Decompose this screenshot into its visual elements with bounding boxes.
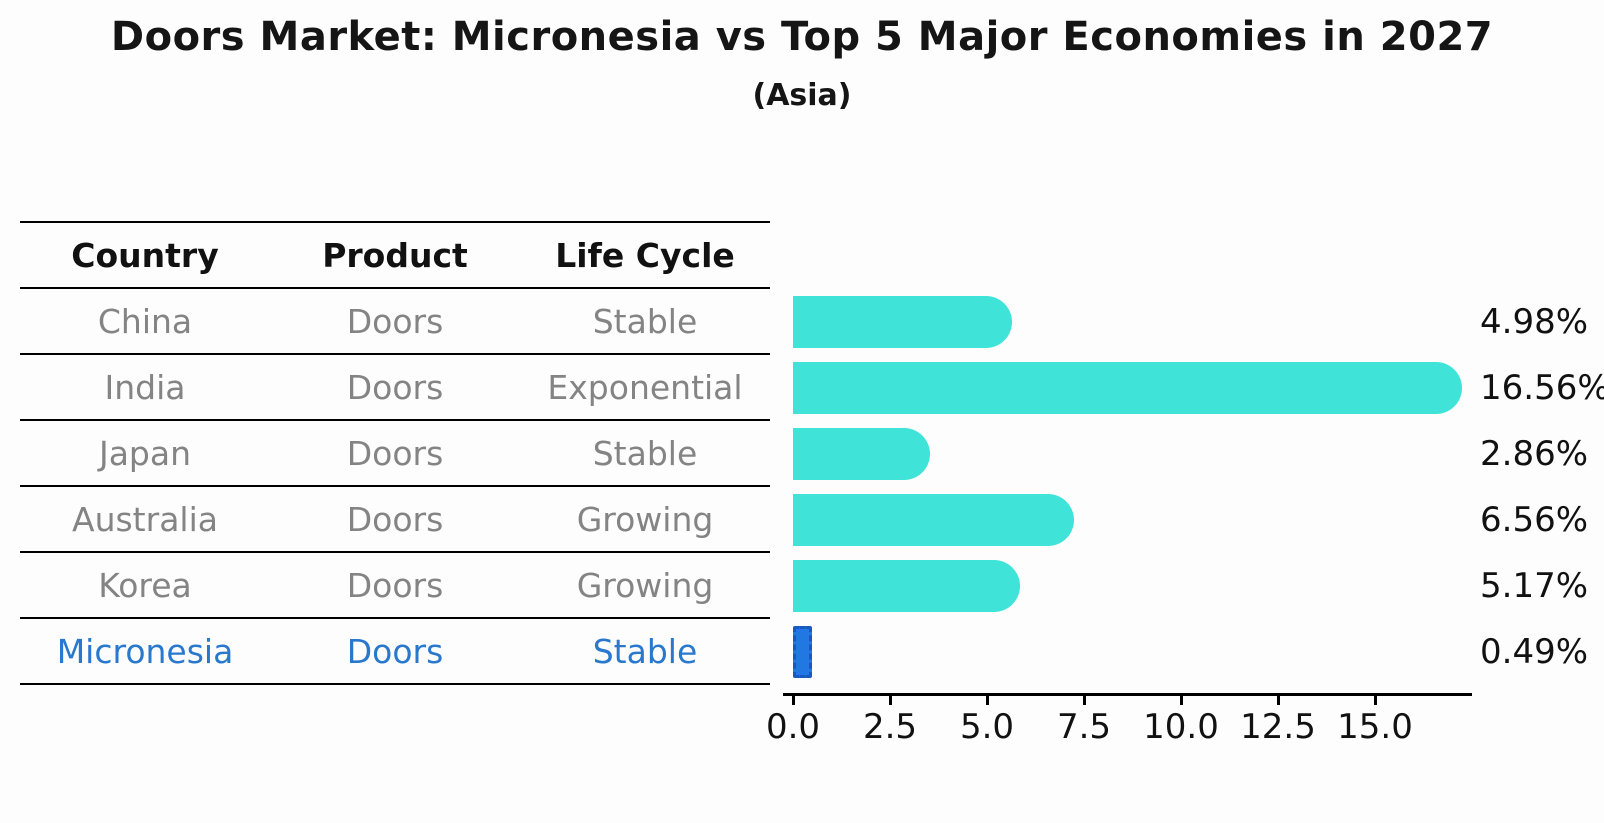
cell-product: Doors [346, 367, 444, 407]
cell-life-cycle: Stable [592, 301, 698, 341]
bar-korea [793, 560, 1020, 612]
value-label-japan: 2.86% [1480, 434, 1589, 474]
x-axis-tick-label: 10.0 [1143, 707, 1219, 747]
cell-country: India [104, 367, 186, 407]
column-header-product: Product [322, 235, 468, 275]
chart-subtitle: (Asia) [752, 78, 852, 113]
cell-product: Doors [346, 301, 444, 341]
bar-row-korea: 5.17% [793, 553, 1604, 619]
bar-row-micronesia: 0.49% [793, 619, 1604, 685]
cell-product: Doors [346, 565, 444, 605]
value-label-micronesia: 0.49% [1480, 632, 1589, 672]
cell-country: Japan [98, 433, 192, 473]
bar-row-india: 16.56% [793, 355, 1604, 421]
x-axis-tick-label: 2.5 [862, 707, 918, 747]
bar-chart: 4.98% 16.56% 2.86% 6.56% 5.17% 0.49% [766, 289, 1604, 747]
x-axis-line [783, 693, 1472, 696]
bar-australia [793, 494, 1074, 546]
cell-country: Micronesia [56, 631, 234, 671]
table-row-australia: Australia Doors Growing [20, 487, 770, 553]
table-row-korea: Korea Doors Growing [20, 553, 770, 619]
x-axis-tick-label: 0.0 [765, 707, 821, 747]
value-label-india: 16.56% [1480, 368, 1604, 408]
cell-country: China [97, 301, 193, 341]
x-axis-tick [1277, 696, 1280, 705]
bar-row-australia: 6.56% [793, 487, 1604, 553]
cell-life-cycle: Growing [576, 499, 714, 539]
cell-product: Doors [346, 499, 444, 539]
x-axis-tick-label: 7.5 [1056, 707, 1112, 747]
x-axis-tick [889, 696, 892, 705]
value-label-china: 4.98% [1480, 302, 1589, 342]
x-axis-tick [792, 696, 795, 705]
cell-life-cycle: Stable [592, 433, 698, 473]
cell-life-cycle: Exponential [547, 367, 743, 407]
chart-title: Doors Market: Micronesia vs Top 5 Major … [110, 14, 1494, 60]
value-label-korea: 5.17% [1480, 566, 1589, 606]
value-label-australia: 6.56% [1480, 500, 1589, 540]
x-axis-tick [986, 696, 989, 705]
table-row-china: China Doors Stable [20, 289, 770, 355]
cell-life-cycle: Stable [592, 631, 698, 671]
x-axis-tick-label: 5.0 [959, 707, 1015, 747]
cell-life-cycle: Growing [576, 565, 714, 605]
x-axis-tick-label: 15.0 [1337, 707, 1413, 747]
table-row-japan: Japan Doors Stable [20, 421, 770, 487]
column-header-life-cycle: Life Cycle [555, 235, 735, 275]
cell-product: Doors [346, 433, 444, 473]
table-row-india: India Doors Exponential [20, 355, 770, 421]
cell-country: Korea [98, 565, 192, 605]
x-axis-tick [1083, 696, 1086, 705]
bar-micronesia-highlighted [793, 626, 812, 678]
x-axis-tick-label: 12.5 [1240, 707, 1316, 747]
x-axis-tick [1374, 696, 1377, 705]
bar-japan [793, 428, 930, 480]
bar-row-japan: 2.86% [793, 421, 1604, 487]
country-table: Country Product Life Cycle China Doors S… [20, 221, 770, 685]
bar-india [793, 362, 1462, 414]
column-header-country: Country [71, 235, 219, 275]
x-axis-tick [1180, 696, 1183, 705]
bar-china [793, 296, 1013, 348]
bar-row-china: 4.98% [793, 289, 1604, 355]
table-row-micronesia: Micronesia Doors Stable [20, 619, 770, 685]
cell-product: Doors [346, 631, 444, 671]
cell-country: Australia [72, 499, 218, 539]
table-header-row: Country Product Life Cycle [20, 223, 770, 289]
